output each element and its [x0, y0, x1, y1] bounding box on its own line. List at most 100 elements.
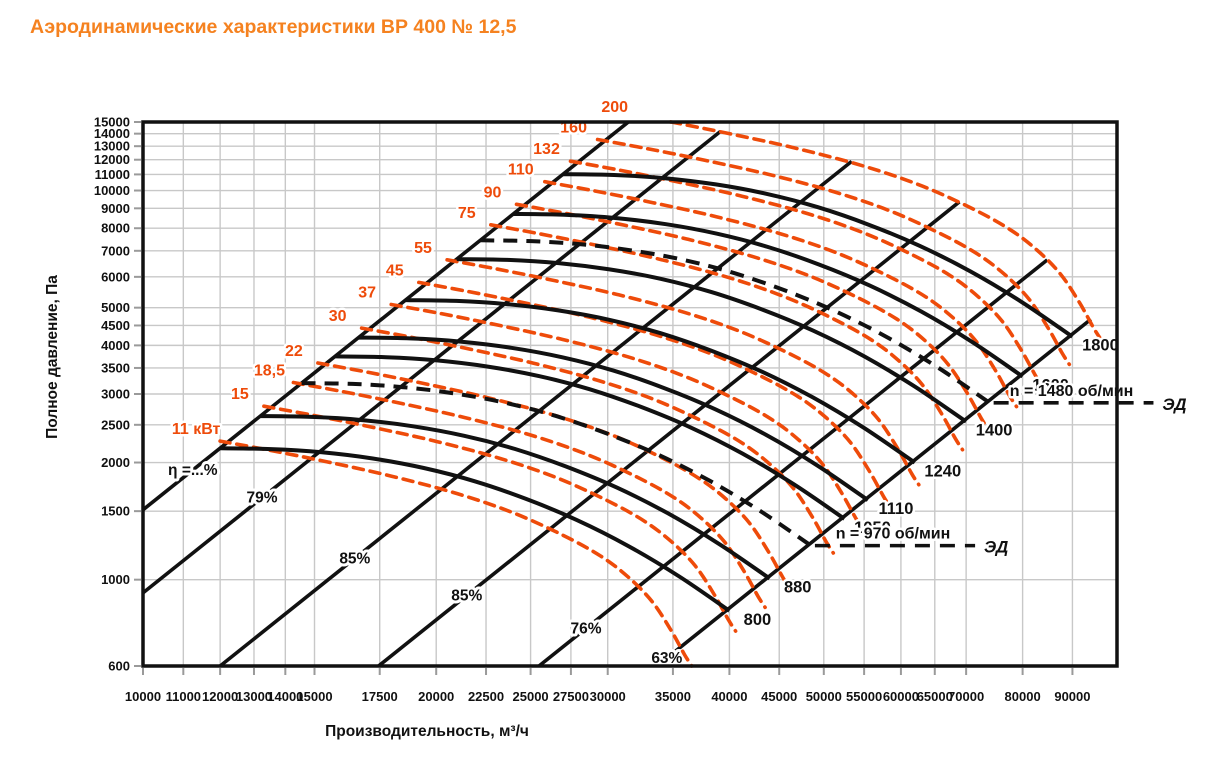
power-curve-45: [417, 280, 893, 510]
y-tick-label: 3000: [101, 387, 130, 402]
x-tick-label: 10000: [125, 689, 161, 704]
y-tick-label: 2500: [101, 417, 130, 432]
x-tick-label: 12000: [202, 689, 238, 704]
power-label: 37: [358, 284, 376, 301]
x-tick-label: 80000: [1005, 689, 1041, 704]
power-label: 11 кВт: [172, 421, 221, 438]
power-label: 75: [458, 205, 476, 222]
efficiency-label: 85%: [451, 587, 482, 604]
rpm-curve-880: [260, 414, 771, 581]
efficiency-line-4: [377, 200, 961, 668]
rpm-curve-1800: [563, 172, 1074, 339]
motor-ed-label: ЭД: [984, 538, 1008, 557]
x-tick-label: 65000: [917, 689, 953, 704]
power-curve-30: [359, 326, 836, 555]
plot-border: [141, 120, 1119, 668]
y-tick-label: 15000: [94, 115, 130, 130]
y-tick-label: 10000: [94, 183, 130, 198]
power-label: 30: [329, 308, 347, 325]
motor-curve-970: [301, 381, 813, 548]
power-curve-37: [389, 302, 865, 532]
motor-ed-label: ЭД: [1162, 395, 1186, 414]
power-curve-18,5: [291, 380, 767, 610]
x-tick-label: 50000: [806, 689, 842, 704]
power-curve-160: [595, 137, 1072, 367]
y-tick-label: 5000: [101, 300, 130, 315]
x-tick-label: 15000: [296, 689, 332, 704]
rpm-curve-800: [220, 446, 731, 613]
rpm-curve-1050: [335, 354, 846, 521]
efficiency-line-2: [141, 129, 722, 595]
page-title: Аэродинамические характеристики ВР 400 №…: [30, 16, 517, 38]
power-label: 132: [533, 141, 560, 158]
rpm-curve-1600: [513, 212, 1024, 379]
power-label: 45: [386, 262, 404, 279]
y-tick-label: 6000: [101, 269, 130, 284]
rpm-label: 1050: [854, 519, 891, 537]
y-tick-label: 2000: [101, 455, 130, 470]
x-tick-label: 11000: [166, 689, 201, 704]
y-tick-label: 8000: [101, 221, 130, 236]
power-curve-132: [568, 159, 1044, 388]
x-tick-label: 55000: [846, 689, 882, 704]
x-tick-label: 20000: [418, 689, 454, 704]
power-label: 110: [508, 162, 534, 179]
efficiency-line-6: [655, 317, 1093, 668]
rpm-curve-1240: [405, 298, 916, 465]
x-tick-label: 25000: [513, 689, 549, 704]
y-tick-label: 1000: [101, 572, 130, 587]
x-tick-label: 27500: [553, 689, 589, 704]
y-tick-label: 12000: [94, 152, 130, 167]
efficiency-line-1: [141, 120, 630, 512]
y-tick-label: 11000: [95, 167, 130, 182]
x-tick-label: 45000: [761, 689, 797, 704]
y-tick-label: 4500: [101, 318, 130, 333]
motor-speed-label: n = 970 об/мин: [836, 526, 951, 543]
power-curve-15: [262, 404, 738, 633]
efficiency-label: 76%: [571, 620, 602, 637]
power-label: 90: [484, 184, 502, 201]
rpm-curve-1110: [358, 335, 870, 502]
power-label: 15: [231, 386, 249, 403]
x-tick-label: 60000: [883, 689, 919, 704]
x-tick-label: 22500: [468, 689, 504, 704]
x-tick-label: 90000: [1054, 689, 1090, 704]
rpm-label: 1110: [878, 500, 913, 518]
power-curve-90: [514, 202, 990, 431]
power-label: 200: [601, 99, 628, 116]
x-tick-label: 70000: [948, 689, 984, 704]
y-tick-label: 13000: [94, 139, 130, 154]
y-tick-label: 7000: [101, 243, 130, 258]
motor-curve-1480: [480, 238, 991, 405]
rpm-label: 1800: [1082, 337, 1119, 355]
x-tick-label: 40000: [711, 689, 747, 704]
y-tick-label: 14000: [94, 126, 130, 141]
y-tick-label: 600: [108, 659, 130, 674]
x-tick-label: 35000: [655, 689, 691, 704]
y-axis-title: Полное давление, Па: [44, 275, 61, 439]
power-curve-11 кВт: [218, 439, 694, 668]
y-tick-label: 9000: [101, 201, 130, 216]
rpm-label: 880: [784, 579, 812, 597]
rpm-label: 1600: [1032, 376, 1069, 394]
x-tick-label: 14000: [267, 689, 303, 704]
motor-speed-label: n = 1480 об/мин: [1010, 383, 1133, 400]
x-tick-label: 13000: [236, 689, 272, 704]
efficiency-label: 85%: [339, 550, 370, 567]
power-curve-200: [668, 120, 1103, 341]
rpm-label: 1240: [924, 463, 961, 481]
x-axis-title: Производительность, м³/ч: [325, 723, 529, 740]
efficiency-label: 79%: [247, 490, 278, 507]
power-label: 55: [414, 240, 432, 257]
y-tick-label: 4000: [101, 338, 130, 353]
efficiency-line-3: [218, 159, 853, 668]
rpm-curve-1400: [456, 257, 968, 424]
y-tick-label: 1500: [101, 504, 130, 519]
y-tick-label: 3500: [101, 360, 130, 375]
power-label: 22: [285, 343, 303, 360]
power-label: 18,5: [254, 363, 285, 380]
x-tick-label: 30000: [590, 689, 626, 704]
efficiency-label: η =...%: [168, 462, 218, 479]
